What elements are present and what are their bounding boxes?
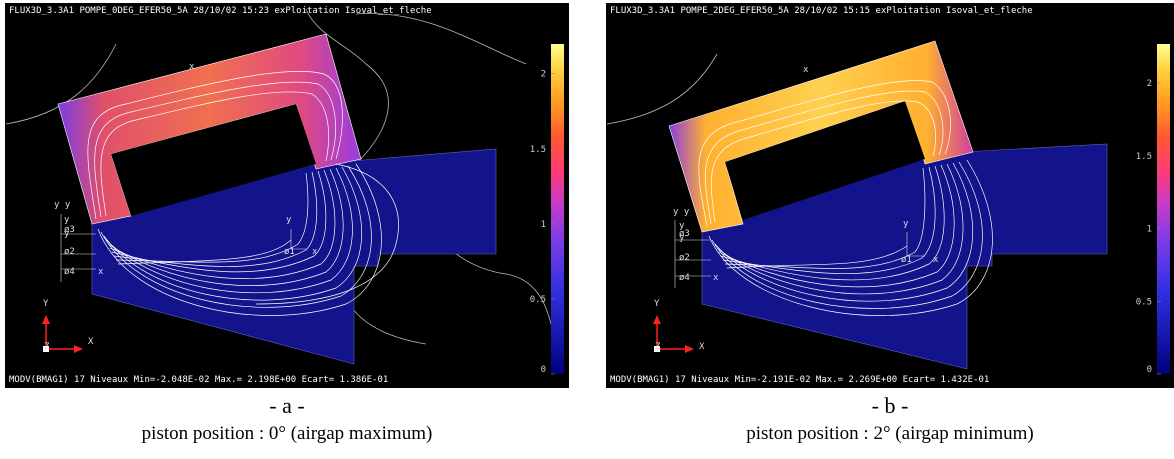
axis-label-x: X [88, 337, 94, 347]
caption-text-a: piston position : 0° (airgap maximum) [141, 423, 433, 444]
axis-label-z-b: Z [655, 342, 661, 352]
panel-footer-a: MODV(BMAG1) 17 Niveaux Min=-2.048E-02 Ma… [9, 375, 389, 385]
point-label-yy: y y [54, 200, 71, 210]
scale-tick-label: 1 [541, 220, 546, 230]
point-label-y-mid: y [286, 215, 292, 225]
point-label-x-top: x [189, 62, 195, 72]
point-label-y-mid-b: y [903, 219, 909, 229]
point-label-o4: ø4 [64, 267, 75, 277]
point-label-o2: ø2 [64, 247, 75, 257]
point-labels-a: x y y y y ø3 ø2 ø4 x ø1 x y [54, 62, 318, 282]
scale-tick-label: 0.5 [530, 295, 546, 305]
panel-footer-b: MODV(BMAG1) 17 Niveaux Min=-2.191E-02 Ma… [610, 375, 990, 385]
axis-label-y-b: Y [654, 299, 660, 309]
axis-label-y: Y [43, 299, 49, 309]
panel-header-a: FLUX3D_3.3A1 POMPE_0DEG_EFER50_5A 28/10/… [9, 6, 432, 16]
point-label-o3-b: ø3 [679, 229, 690, 239]
point-labels-b: x y y y y ø3 ø2 ø4 x ø1 x y [673, 65, 939, 288]
field-plot-a: x y y y y ø3 ø2 ø4 x ø1 x y Y X Z [6, 8, 564, 375]
piston-body-a [91, 148, 497, 365]
point-label-x-mid: x [312, 247, 318, 257]
caption-text-b: piston position : 2° (airgap minimum) [746, 423, 1034, 444]
scale-ticks-b: 2 1.5 1 0.5 0 [1136, 79, 1161, 375]
scale-tick-label: 0 [541, 365, 546, 375]
caption-letter-a: - a - [269, 393, 305, 418]
outer-contours-b [607, 53, 718, 125]
scale-tick-label: 0.5 [1136, 297, 1152, 307]
point-label-o4-b: ø4 [679, 273, 690, 283]
scale-tick-label: 2 [541, 70, 546, 80]
point-label-o1-b: ø1 [901, 255, 912, 265]
axis-triad-b: Y X Z [653, 299, 705, 353]
window-a [111, 104, 316, 216]
field-lines-a [87, 71, 399, 316]
field-lines-b [698, 80, 993, 316]
point-label-y1-b: y [679, 221, 685, 231]
window-b [725, 101, 925, 220]
point-label-x-top-b: x [803, 65, 809, 75]
point-label-y1: y [64, 215, 70, 225]
scale-tick-label: 1 [1147, 225, 1152, 235]
point-label-o1: ø1 [284, 247, 295, 257]
caption-letter-b: - b - [871, 393, 909, 418]
scale-tick-label: 2 [1147, 79, 1152, 89]
point-label-x-mid-b: x [933, 255, 939, 265]
axis-label-x-b: X [699, 342, 705, 352]
colour-scale-b: 2 1.5 1 0.5 0 [1136, 44, 1170, 375]
simulation-panel-b: x y y y y ø3 ø2 ø4 x ø1 x y Y X Z [606, 3, 1174, 388]
scale-tick-label: 1.5 [1136, 152, 1152, 162]
axis-triad-a: Y X Z [42, 299, 94, 353]
scale-ticks-a: 2 1.5 1 0.5 0 [530, 70, 555, 375]
point-label-o2-b: ø2 [679, 253, 690, 263]
axis-label-z: Z [44, 342, 50, 352]
scale-tick-label: 1.5 [530, 145, 546, 155]
point-label-o3: ø3 [64, 225, 75, 235]
simulation-panel-a: x y y y y ø3 ø2 ø4 x ø1 x y Y X Z [5, 3, 569, 388]
point-label-x-left: x [98, 267, 104, 277]
point-label-y2-b: y [679, 233, 685, 243]
field-plot-b: x y y y y ø3 ø2 ø4 x ø1 x y Y X Z [607, 40, 1170, 375]
panel-header-b: FLUX3D_3.3A1 POMPE_2DEG_EFER50_5A 28/10/… [610, 6, 1033, 16]
piston-body-b [701, 143, 1108, 370]
point-label-yy-b: y y [673, 207, 690, 217]
scale-tick-label: 0 [1147, 365, 1152, 375]
point-label-x-left-b: x [713, 273, 719, 283]
colour-scale-a: 2 1.5 1 0.5 0 [530, 44, 564, 375]
